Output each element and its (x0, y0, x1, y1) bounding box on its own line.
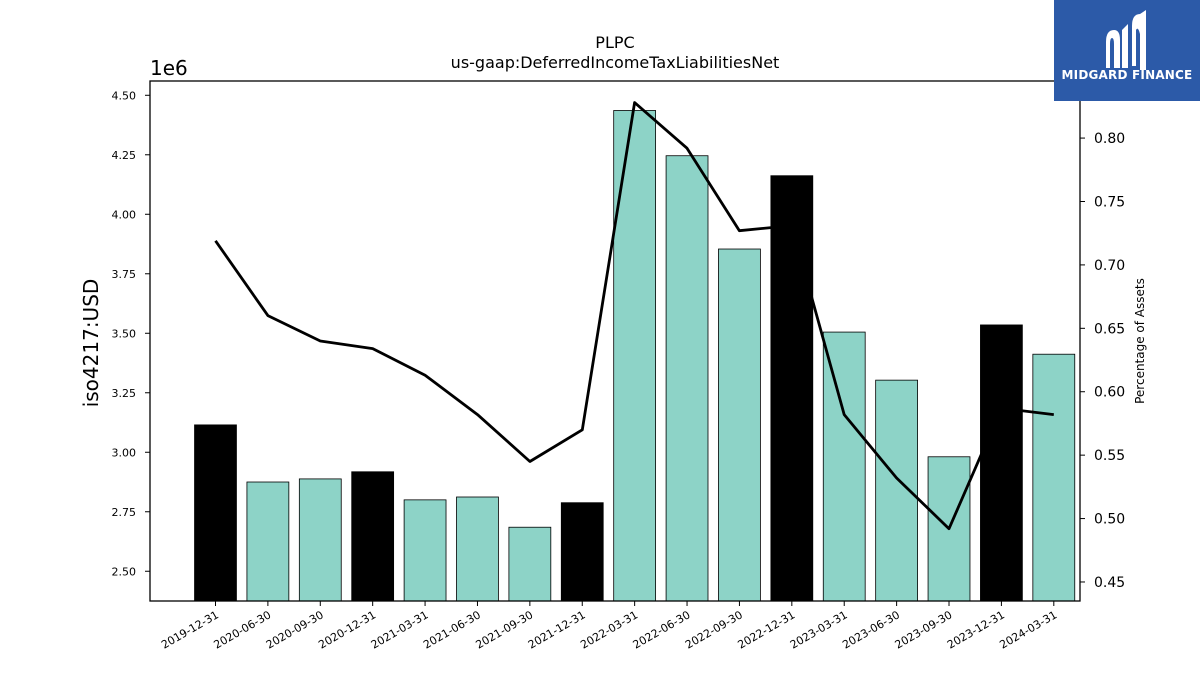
percentage-line (214, 101, 1054, 531)
bar (560, 502, 604, 602)
bar (298, 478, 342, 602)
x-tick-label: 2021-12-31 (526, 608, 588, 651)
y-left-tick-label: 4.50 (112, 89, 137, 102)
y-right-tick-label: 0.75 (1094, 194, 1125, 210)
y-left-tick-label: 2.50 (112, 565, 137, 578)
x-tick-label: 2022-12-31 (735, 608, 797, 651)
x-tick-label: 2023-09-30 (893, 608, 955, 651)
y-right-tick-label: 0.45 (1094, 575, 1125, 591)
y-right-tick-label: 0.60 (1094, 385, 1125, 401)
y-left-tick-label: 4.00 (112, 208, 137, 221)
bar (1032, 353, 1076, 602)
bar (456, 496, 499, 602)
x-tick-label: 2021-03-31 (369, 608, 431, 651)
bar-group (194, 110, 1076, 602)
y-left-tick-label: 3.00 (112, 446, 137, 459)
bar (613, 110, 657, 602)
y-right-tick-label: 0.50 (1094, 512, 1125, 528)
bar (194, 424, 237, 602)
bar (246, 481, 290, 602)
y-axis-left-label: iso4217:USD (79, 279, 103, 408)
x-tick-label: 2023-12-31 (945, 608, 1007, 651)
y-right-tick-label: 0.65 (1094, 321, 1125, 337)
x-tick-label: 2020-06-30 (212, 608, 274, 651)
y-left-tick-label: 3.25 (112, 387, 137, 400)
x-tick-label: 2020-09-30 (264, 608, 326, 651)
bar (980, 324, 1023, 602)
y-left-tick-label: 4.25 (112, 149, 137, 162)
offset-text: 1e6 (150, 56, 188, 80)
midgard-finance-logo: MIDGARD FINANCE (1054, 0, 1200, 101)
y-axis-right-label: Percentage of Assets (1133, 278, 1147, 404)
bar (351, 471, 395, 602)
bar (403, 499, 447, 602)
y-left-tick-label: 3.75 (112, 268, 137, 281)
plot-frame (149, 80, 1081, 602)
bar (665, 155, 709, 602)
x-tick-label: 2022-09-30 (683, 608, 745, 651)
chart-title: PLPC (595, 33, 634, 52)
line-group (214, 101, 1054, 531)
x-tick-label: 2022-06-30 (631, 608, 693, 651)
logo-mark-icon (1106, 10, 1146, 70)
bar (822, 331, 866, 602)
bar (770, 175, 814, 602)
y-right-tick-label: 0.70 (1094, 258, 1125, 274)
x-tick-label: 2020-12-31 (316, 608, 378, 651)
x-tick-label: 2019-12-31 (159, 608, 221, 651)
logo-text: MIDGARD FINANCE (1061, 68, 1193, 82)
y-right-tick-label: 0.55 (1094, 448, 1125, 464)
bar (508, 526, 552, 602)
x-tick-label: 2021-06-30 (421, 608, 483, 651)
x-tick-label: 2021-09-30 (473, 608, 535, 651)
x-tick-label: 2022-03-31 (578, 608, 640, 651)
x-tick-label: 2023-06-30 (840, 608, 902, 651)
bar (718, 248, 761, 602)
y-right-tick-label: 0.80 (1094, 131, 1125, 147)
y-left-tick-label: 3.50 (112, 327, 137, 340)
y-left-tick-label: 2.75 (112, 506, 137, 519)
chart-subtitle: us-gaap:DeferredIncomeTaxLiabilitiesNet (451, 53, 780, 72)
x-tick-label: 2024-03-31 (997, 608, 1059, 651)
x-tick-label: 2023-03-31 (788, 608, 850, 651)
